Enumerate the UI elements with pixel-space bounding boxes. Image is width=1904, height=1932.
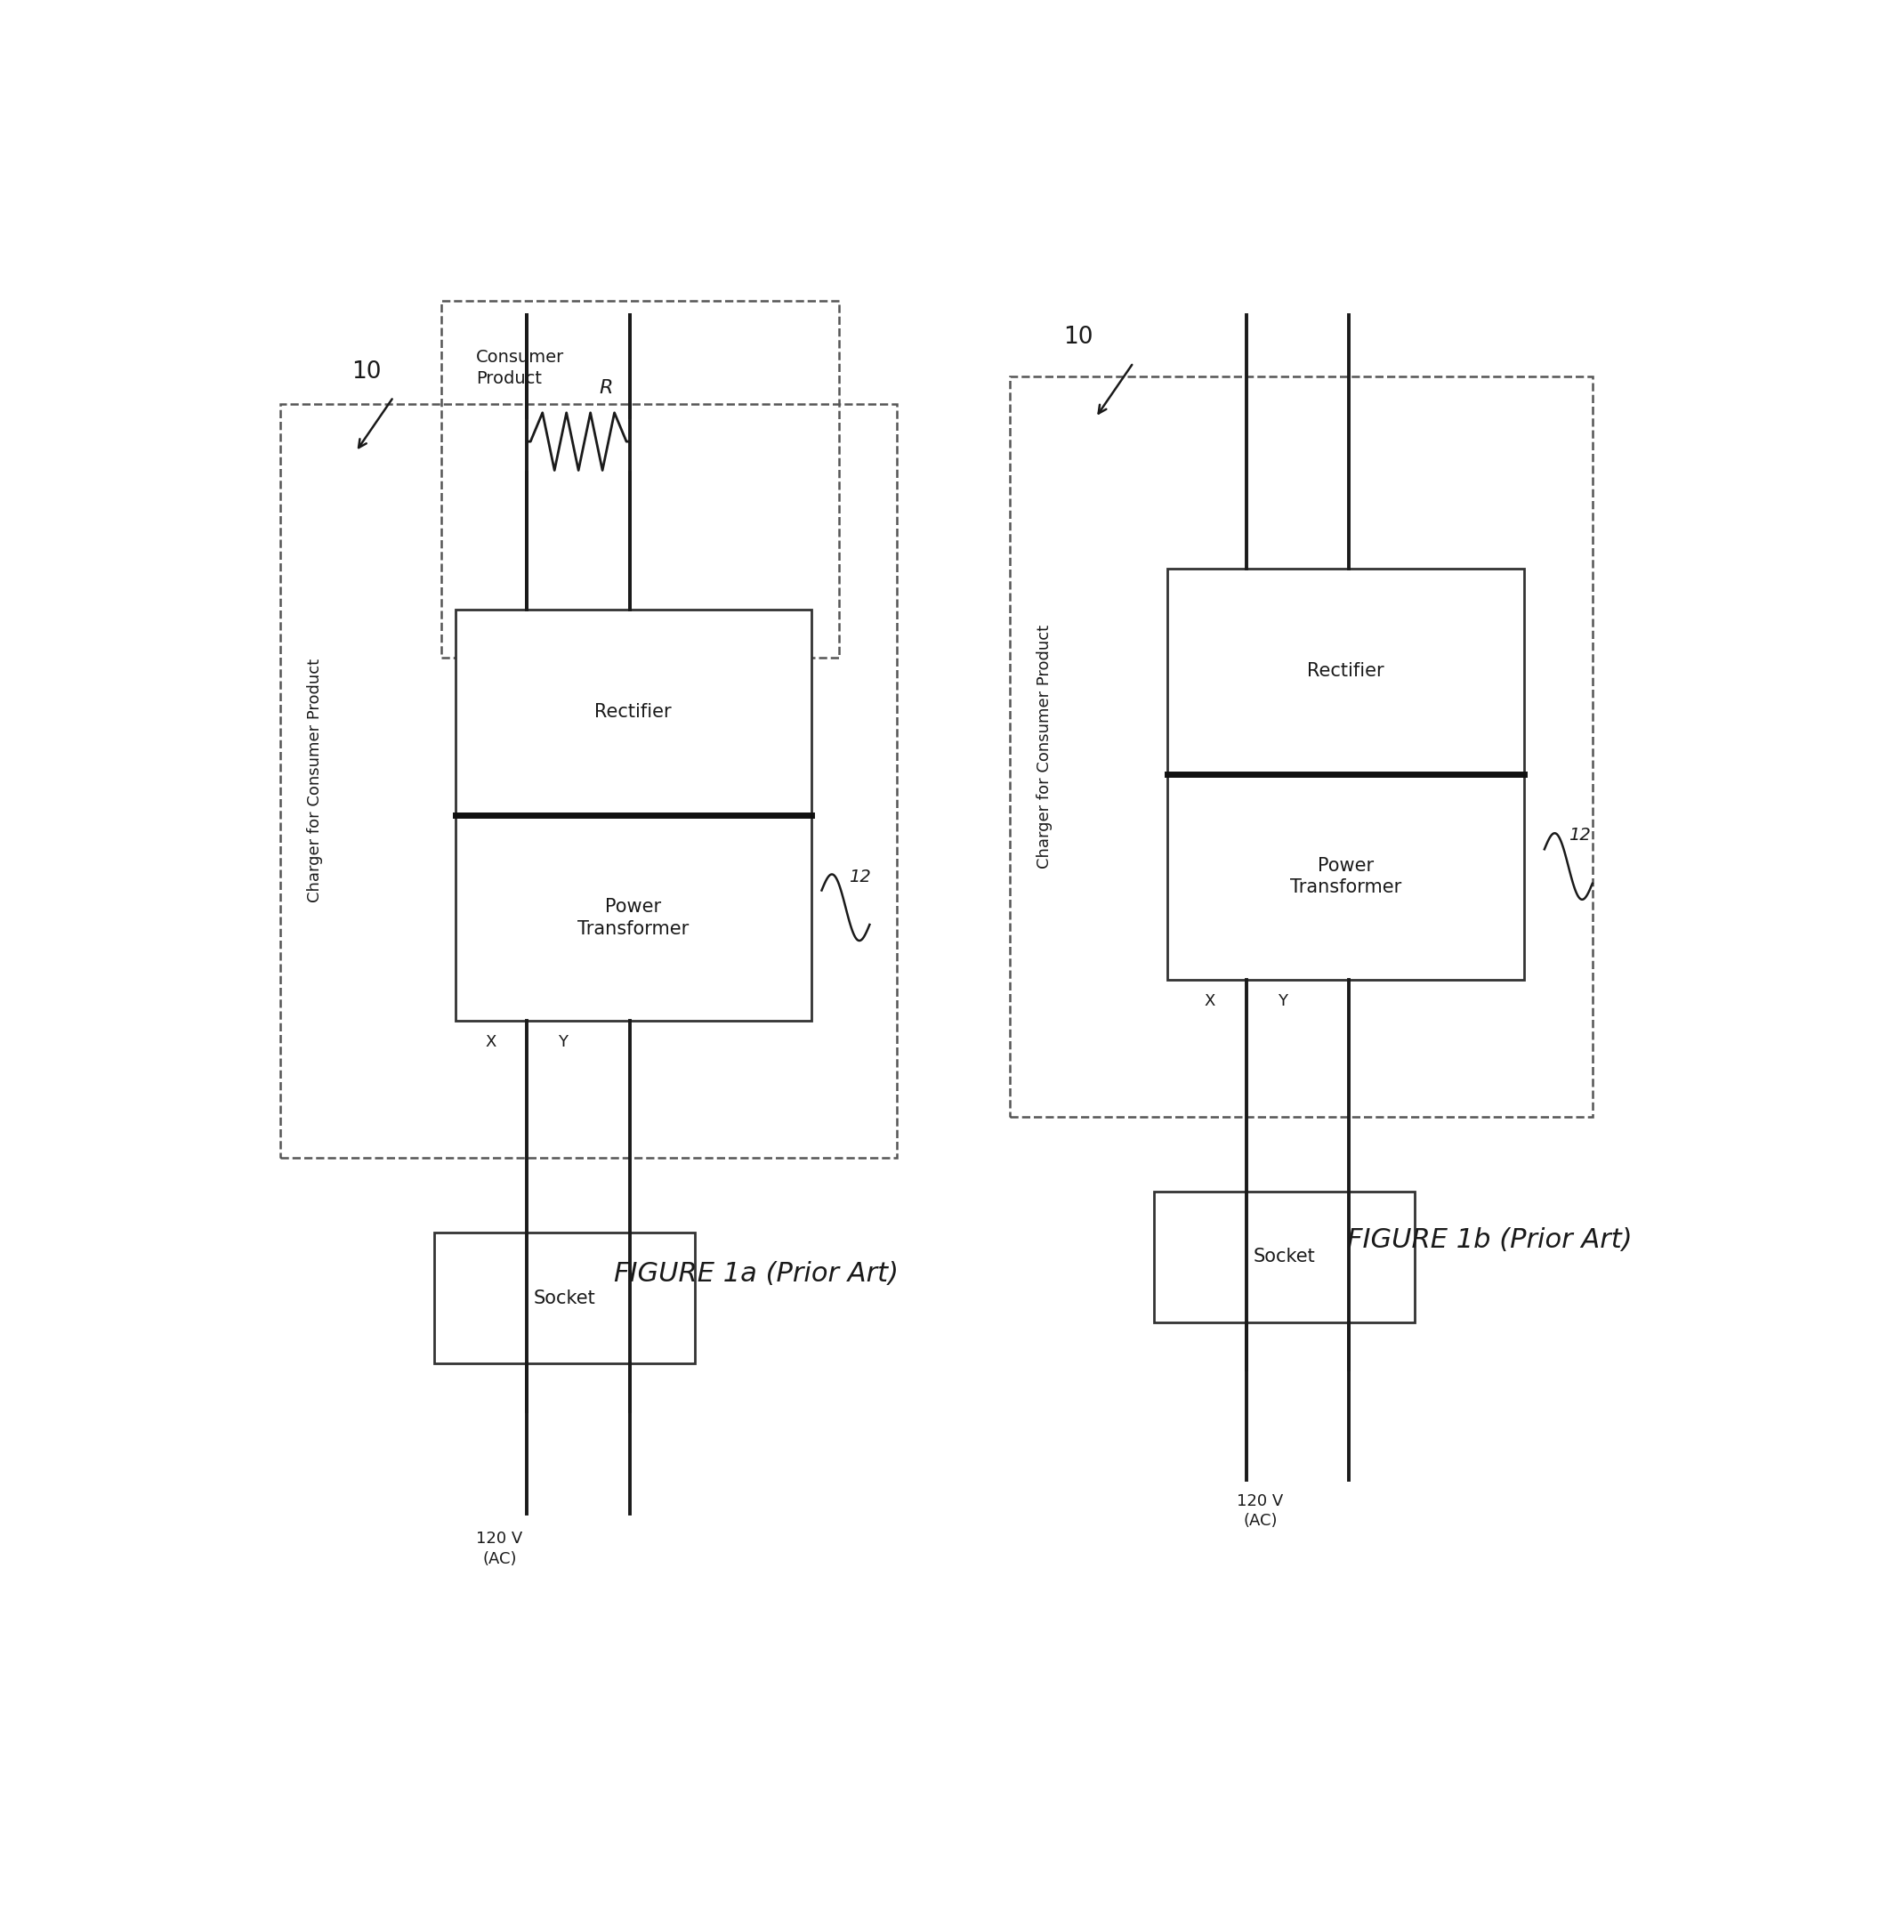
Text: Consumer
Product: Consumer Product (476, 350, 564, 386)
Text: X: X (1205, 993, 1215, 1009)
Text: 12: 12 (1569, 827, 1590, 844)
Text: Y: Y (1278, 993, 1287, 1009)
Text: Y: Y (558, 1034, 567, 1051)
Text: FIGURE 1a (Prior Art): FIGURE 1a (Prior Art) (615, 1262, 899, 1287)
Text: 12: 12 (849, 867, 872, 885)
Bar (434, 1233, 695, 1364)
Text: Socket: Socket (1253, 1248, 1316, 1265)
Text: 10: 10 (1064, 327, 1093, 350)
Text: Charger for Consumer Product: Charger for Consumer Product (307, 659, 322, 902)
Bar (455, 609, 811, 1020)
Text: 120 V
(AC): 120 V (AC) (476, 1530, 524, 1567)
Bar (280, 404, 897, 1157)
Text: R: R (600, 379, 613, 396)
Text: Power
Transformer: Power Transformer (577, 898, 689, 937)
Bar (1167, 568, 1523, 980)
Text: Rectifier: Rectifier (594, 703, 672, 721)
Text: Rectifier: Rectifier (1308, 663, 1384, 680)
Text: 10: 10 (350, 359, 381, 383)
Text: Power
Transformer: Power Transformer (1291, 856, 1401, 896)
Text: Charger for Consumer Product: Charger for Consumer Product (1036, 624, 1053, 867)
Text: X: X (486, 1034, 497, 1051)
Bar (442, 301, 840, 657)
Text: FIGURE 1b (Prior Art): FIGURE 1b (Prior Art) (1346, 1227, 1632, 1252)
Text: Socket: Socket (533, 1289, 596, 1306)
Bar (1154, 1192, 1415, 1321)
Bar (1009, 377, 1592, 1117)
Text: 120 V
(AC): 120 V (AC) (1238, 1493, 1283, 1528)
